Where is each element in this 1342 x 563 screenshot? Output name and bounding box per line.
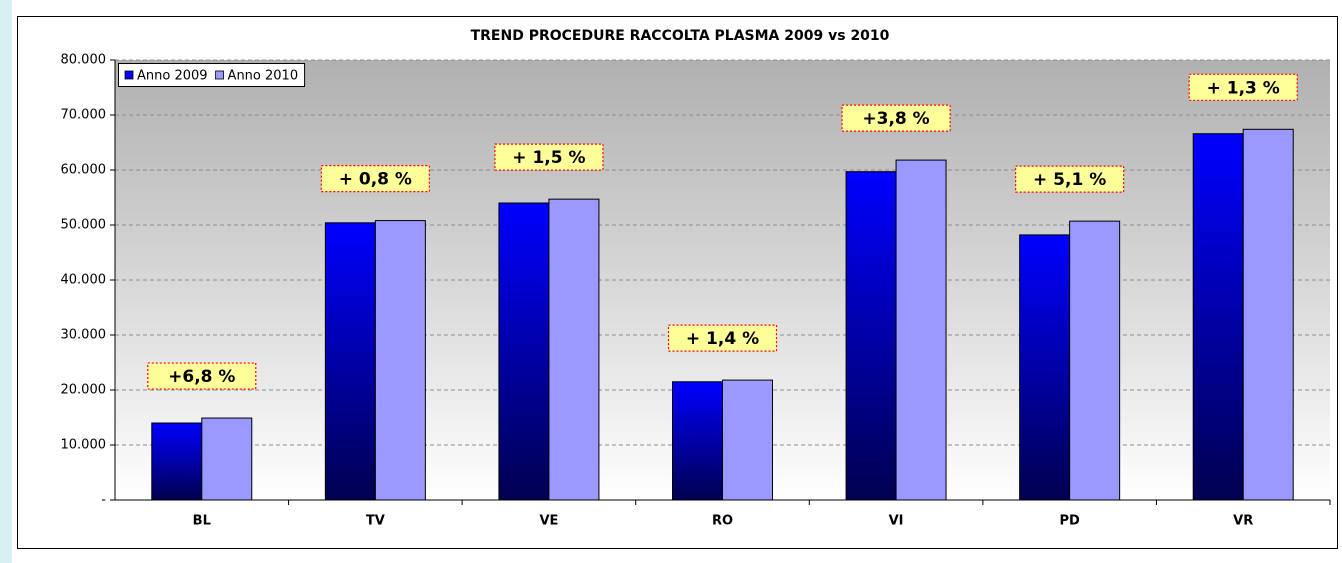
x-tick-label: VI	[889, 514, 904, 529]
x-tick-label: VR	[1233, 514, 1253, 529]
y-tick-label: 10.000	[61, 438, 107, 453]
bar	[845, 171, 897, 501]
annotation: +3,8 %	[862, 109, 929, 129]
bar	[895, 159, 947, 501]
annotation-box	[667, 324, 778, 352]
annotation: + 1,5 %	[512, 148, 585, 168]
bar	[324, 222, 376, 501]
annotation: + 1,4 %	[686, 329, 759, 349]
x-tick-label: VE	[539, 514, 558, 529]
annotation-box	[494, 143, 604, 171]
y-tick-label: -	[101, 493, 106, 508]
y-tick-label: 70.000	[61, 108, 107, 123]
y-tick-label: 40.000	[61, 273, 107, 288]
x-tick-label: PD	[1059, 514, 1080, 529]
bar	[1069, 220, 1121, 501]
annotation: + 0,8 %	[339, 170, 412, 190]
x-tick-label: RO	[712, 514, 733, 529]
legend-label: Anno 2009	[137, 69, 208, 84]
y-tick-label: 80.000	[61, 53, 107, 68]
annotation: + 1,3 %	[1207, 78, 1280, 98]
legend-swatch	[124, 70, 134, 80]
bar	[1242, 128, 1294, 501]
bar	[672, 381, 723, 501]
annotation-box	[1188, 73, 1298, 101]
legend-swatch	[215, 70, 224, 80]
legend-box	[118, 63, 306, 87]
y-tick-label: 60.000	[61, 163, 107, 178]
annotation-box	[1015, 165, 1125, 193]
bar	[1192, 133, 1244, 501]
chart-title: TREND PROCEDURE RACCOLTA PLASMA 2009 vs …	[471, 28, 890, 44]
bar	[151, 422, 203, 501]
annotation-box	[320, 165, 430, 193]
annotation-box	[841, 104, 951, 132]
y-tick-label: 50.000	[61, 218, 107, 233]
bar	[374, 220, 426, 501]
bar	[548, 198, 600, 501]
annotation: +6,8 %	[168, 367, 235, 387]
side-strip	[0, 0, 12, 563]
bar	[1019, 234, 1071, 501]
bar	[498, 202, 550, 501]
y-tick-label: 30.000	[61, 328, 107, 343]
annotation-box	[147, 362, 257, 390]
annotation: + 5,1 %	[1033, 170, 1106, 190]
x-tick-label: TV	[366, 514, 385, 529]
x-tick-label: BL	[193, 514, 211, 529]
legend-label: Anno 2010	[228, 69, 299, 84]
y-tick-label: 20.000	[61, 383, 107, 398]
bar	[722, 379, 773, 501]
bar	[201, 417, 253, 501]
